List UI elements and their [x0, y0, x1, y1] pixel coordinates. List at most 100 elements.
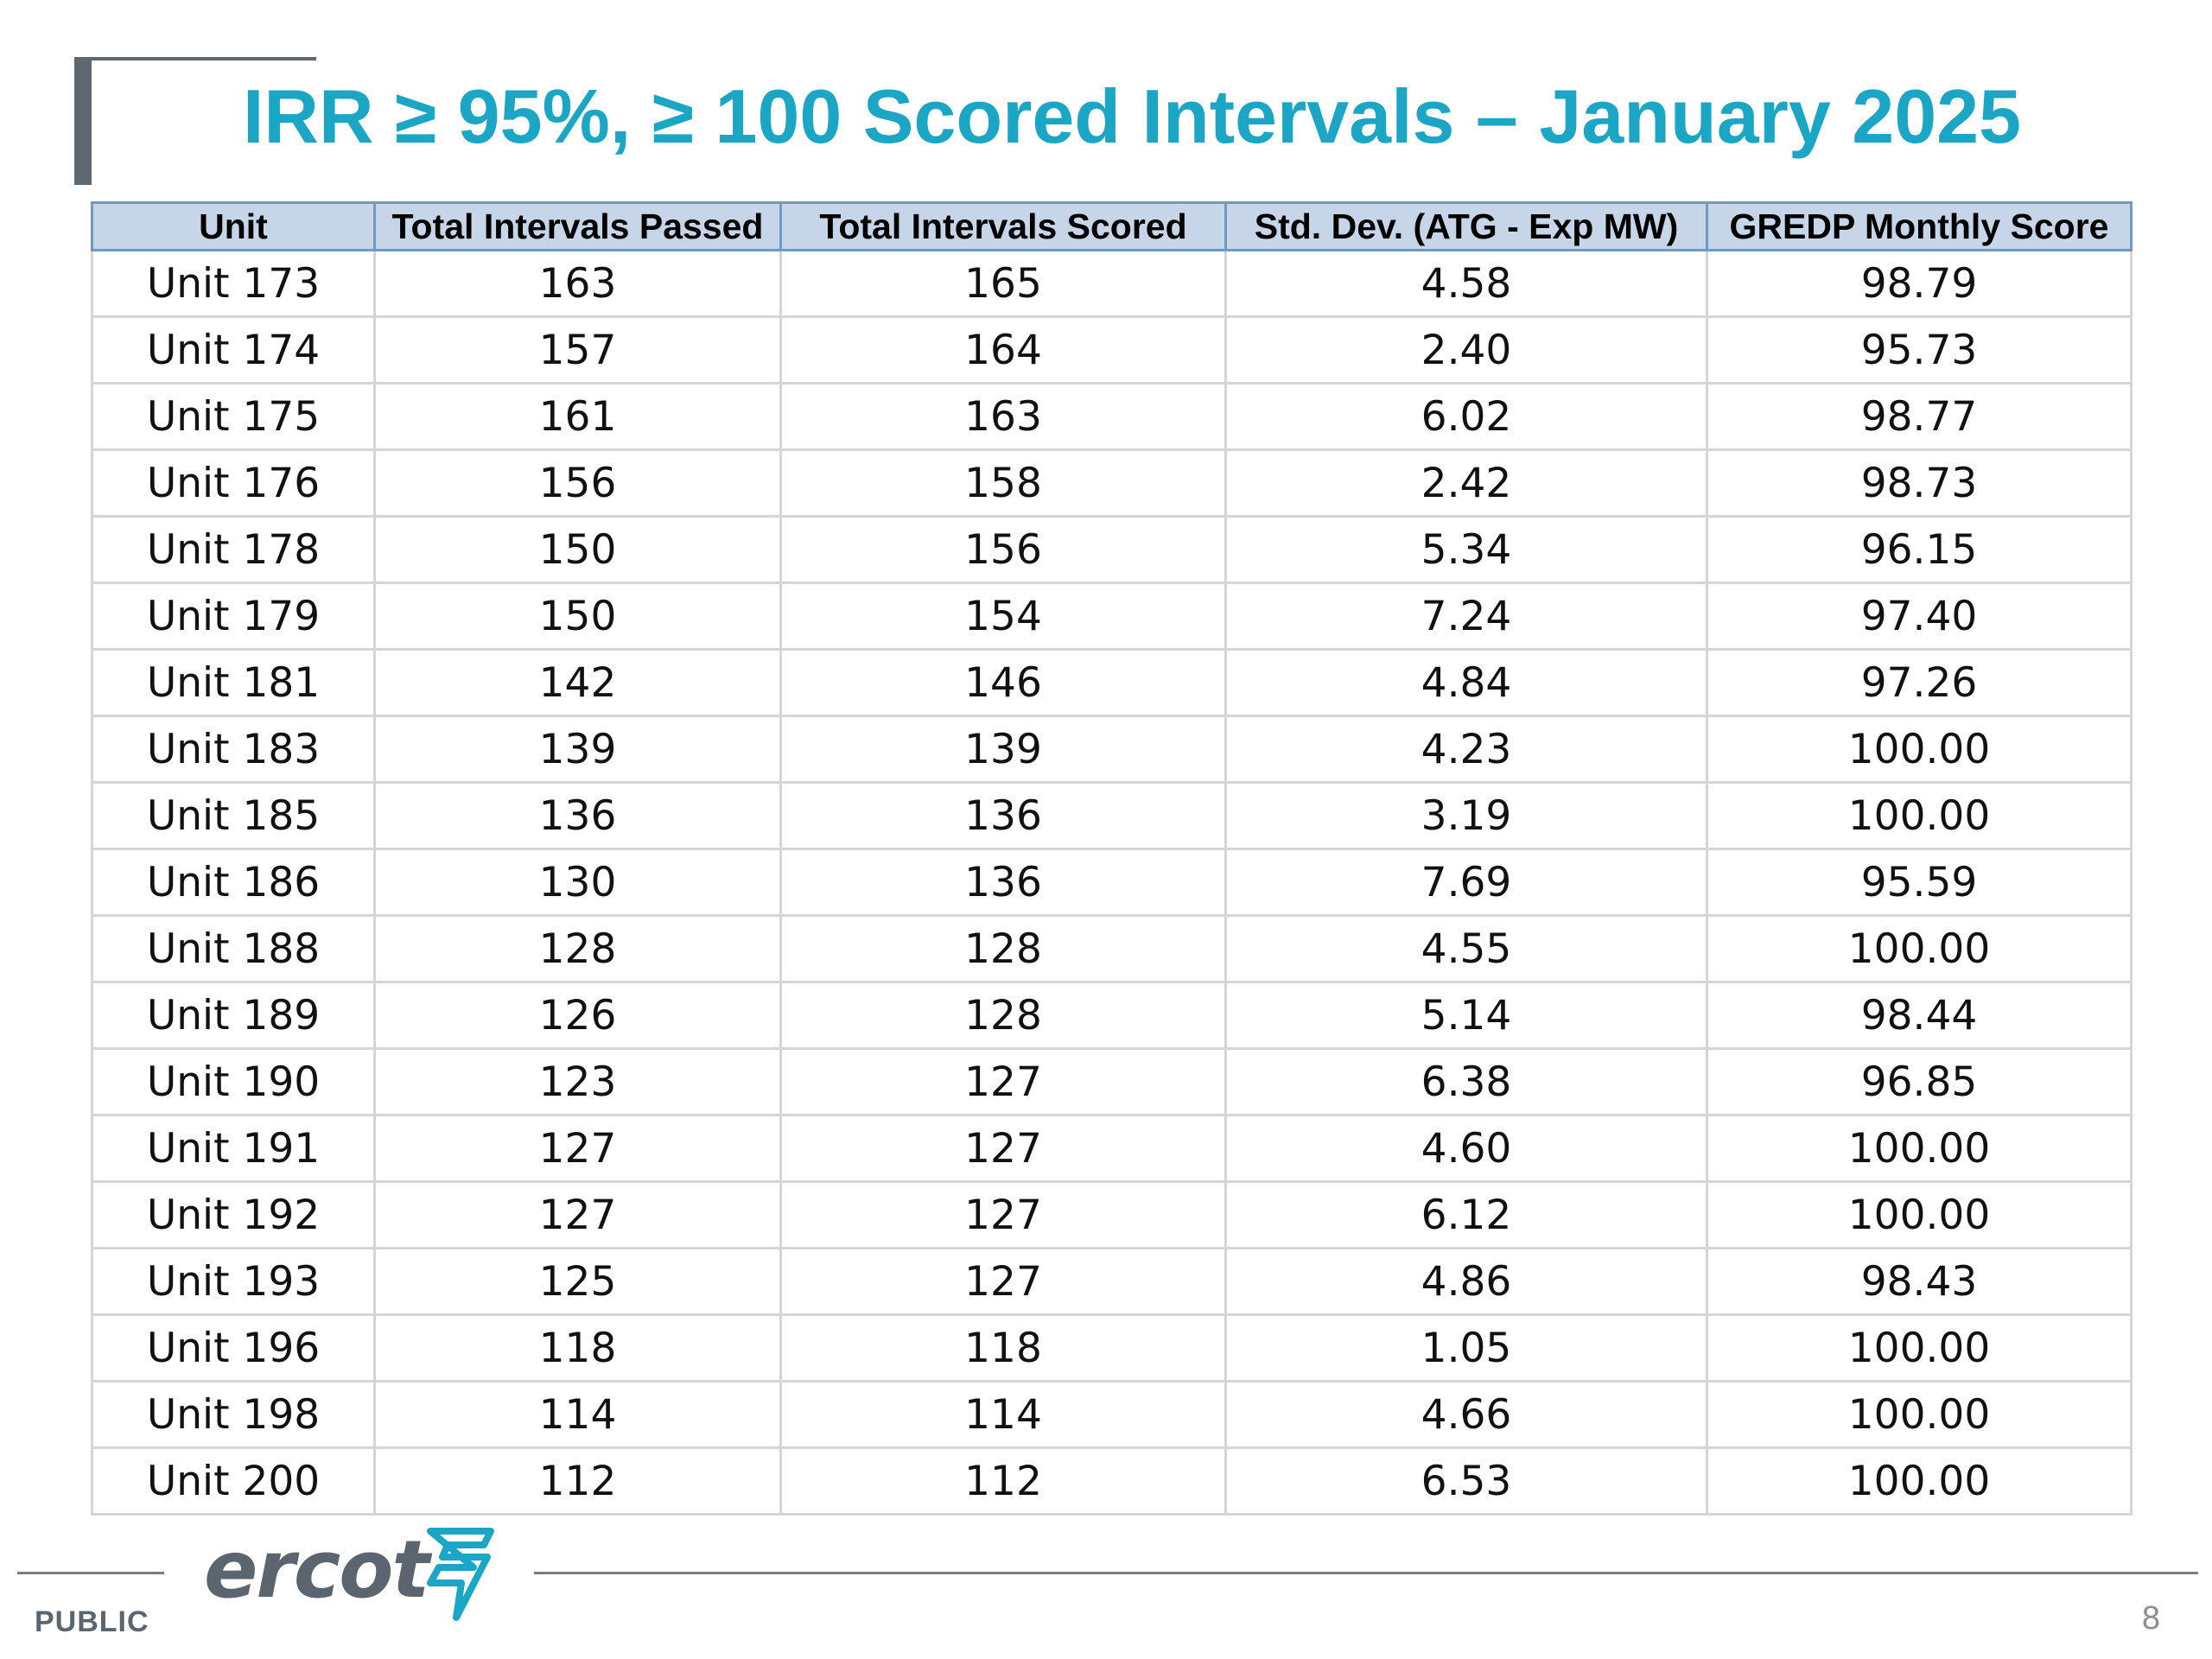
cell-intervals-scored: 128	[779, 981, 1227, 1050]
cell-gredp-score: 96.85	[1706, 1047, 2133, 1116]
table-row: Unit 178 150 156 5.34 96.15	[91, 515, 2133, 584]
cell-std-dev: 2.40	[1224, 315, 1708, 385]
table-row: Unit 190 123 127 6.38 96.85	[91, 1047, 2133, 1116]
cell-gredp-score: 98.73	[1706, 448, 2133, 518]
slide-title: IRR ≥ 95%, ≥ 100 Scored Intervals – Janu…	[242, 73, 2022, 159]
cell-intervals-scored: 165	[779, 249, 1227, 318]
cell-unit: Unit 183	[91, 715, 376, 784]
column-header-intervals-scored: Total Intervals Scored	[779, 201, 1227, 251]
cell-intervals-passed: 112	[373, 1446, 782, 1516]
cell-std-dev: 4.55	[1224, 914, 1708, 983]
cell-intervals-scored: 146	[779, 648, 1227, 717]
table-row: Unit 188 128 128 4.55 100.00	[91, 914, 2133, 983]
table-row: Unit 176 156 158 2.42 98.73	[91, 448, 2133, 518]
cell-intervals-passed: 139	[373, 715, 782, 784]
cell-intervals-scored: 163	[779, 382, 1227, 451]
cell-intervals-scored: 136	[779, 781, 1227, 850]
cell-intervals-passed: 142	[373, 648, 782, 717]
title-bracket-vertical	[74, 57, 92, 185]
column-header-std-dev: Std. Dev. (ATG - Exp MW)	[1224, 201, 1708, 251]
cell-intervals-passed: 125	[373, 1247, 782, 1316]
cell-std-dev: 4.60	[1224, 1114, 1708, 1183]
cell-gredp-score: 100.00	[1706, 914, 2133, 983]
cell-gredp-score: 96.15	[1706, 515, 2133, 584]
title-bracket-horizontal	[74, 57, 316, 60]
table-row: Unit 181 142 146 4.84 97.26	[91, 648, 2133, 717]
table-row: Unit 192 127 127 6.12 100.00	[91, 1180, 2133, 1249]
results-table-wrapper: Unit Total Intervals Passed Total Interv…	[91, 201, 2133, 1516]
cell-intervals-passed: 118	[373, 1313, 782, 1382]
cell-std-dev: 6.53	[1224, 1446, 1708, 1516]
cell-unit: Unit 185	[91, 781, 376, 850]
footer-divider-left	[17, 1572, 164, 1574]
cell-gredp-score: 97.26	[1706, 648, 2133, 717]
cell-intervals-passed: 163	[373, 249, 782, 318]
cell-gredp-score: 98.43	[1706, 1247, 2133, 1316]
cell-gredp-score: 98.44	[1706, 981, 2133, 1050]
cell-intervals-scored: 127	[779, 1114, 1227, 1183]
cell-gredp-score: 98.79	[1706, 249, 2133, 318]
cell-unit: Unit 175	[91, 382, 376, 451]
table-row: Unit 191 127 127 4.60 100.00	[91, 1114, 2133, 1183]
table-row: Unit 200 112 112 6.53 100.00	[91, 1446, 2133, 1516]
table-row: Unit 198 114 114 4.66 100.00	[91, 1380, 2133, 1449]
footer-divider-right	[534, 1572, 2198, 1574]
cell-gredp-score: 95.73	[1706, 315, 2133, 385]
table-body: Unit 173 163 165 4.58 98.79 Unit 174 157 164 2.4…	[91, 249, 2133, 1516]
cell-std-dev: 6.38	[1224, 1047, 1708, 1116]
cell-intervals-passed: 128	[373, 914, 782, 983]
cell-intervals-scored: 156	[779, 515, 1227, 584]
cell-intervals-scored: 127	[779, 1247, 1227, 1316]
cell-std-dev: 2.42	[1224, 448, 1708, 518]
cell-std-dev: 4.23	[1224, 715, 1708, 784]
cell-intervals-passed: 130	[373, 848, 782, 917]
cell-intervals-scored: 112	[779, 1446, 1227, 1516]
column-header-intervals-passed: Total Intervals Passed	[373, 201, 782, 251]
table-row: Unit 174 157 164 2.40 95.73	[91, 315, 2133, 385]
cell-std-dev: 5.34	[1224, 515, 1708, 584]
cell-unit: Unit 190	[91, 1047, 376, 1116]
cell-gredp-score: 100.00	[1706, 1180, 2133, 1249]
cell-intervals-passed: 150	[373, 582, 782, 651]
cell-unit: Unit 176	[91, 448, 376, 518]
cell-gredp-score: 97.40	[1706, 582, 2133, 651]
cell-gredp-score: 98.77	[1706, 382, 2133, 451]
cell-unit: Unit 191	[91, 1114, 376, 1183]
cell-std-dev: 4.58	[1224, 249, 1708, 318]
cell-unit: Unit 192	[91, 1180, 376, 1249]
cell-std-dev: 4.86	[1224, 1247, 1708, 1316]
cell-std-dev: 7.69	[1224, 848, 1708, 917]
cell-intervals-scored: 164	[779, 315, 1227, 385]
cell-unit: Unit 186	[91, 848, 376, 917]
table-header-row: Unit Total Intervals Passed Total Interv…	[91, 201, 2133, 251]
cell-intervals-scored: 127	[779, 1047, 1227, 1116]
results-table: Unit Total Intervals Passed Total Interv…	[91, 201, 2133, 1516]
cell-gredp-score: 95.59	[1706, 848, 2133, 917]
cell-unit: Unit 178	[91, 515, 376, 584]
column-header-gredp-score: GREDP Monthly Score	[1706, 201, 2133, 251]
cell-unit: Unit 174	[91, 315, 376, 385]
cell-intervals-passed: 156	[373, 448, 782, 518]
table-row: Unit 189 126 128 5.14 98.44	[91, 981, 2133, 1050]
cell-unit: Unit 198	[91, 1380, 376, 1449]
cell-std-dev: 4.84	[1224, 648, 1708, 717]
cell-std-dev: 1.05	[1224, 1313, 1708, 1382]
cell-intervals-scored: 136	[779, 848, 1227, 917]
cell-unit: Unit 181	[91, 648, 376, 717]
cell-intervals-passed: 157	[373, 315, 782, 385]
cell-intervals-scored: 158	[779, 448, 1227, 518]
table-row: Unit 196 118 118 1.05 100.00	[91, 1313, 2133, 1382]
cell-intervals-scored: 128	[779, 914, 1227, 983]
cell-gredp-score: 100.00	[1706, 1446, 2133, 1516]
cell-intervals-passed: 127	[373, 1180, 782, 1249]
cell-unit: Unit 200	[91, 1446, 376, 1516]
cell-std-dev: 7.24	[1224, 582, 1708, 651]
table-row: Unit 175 161 163 6.02 98.77	[91, 382, 2133, 451]
cell-std-dev: 4.66	[1224, 1380, 1708, 1449]
cell-std-dev: 6.12	[1224, 1180, 1708, 1249]
cell-intervals-scored: 127	[779, 1180, 1227, 1249]
cell-unit: Unit 196	[91, 1313, 376, 1382]
table-row: Unit 173 163 165 4.58 98.79	[91, 249, 2133, 318]
classification-label: PUBLIC	[35, 1605, 149, 1638]
page-number: 8	[2141, 1600, 2160, 1637]
